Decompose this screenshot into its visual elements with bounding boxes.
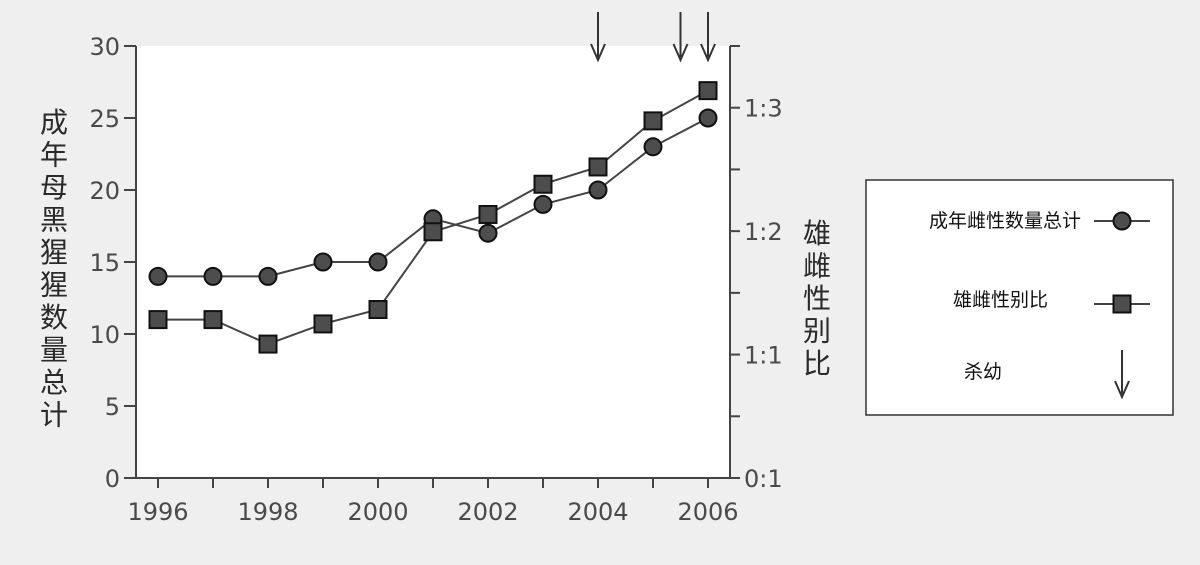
legend-label-infanticide: 杀幼 — [964, 361, 1002, 383]
axis-title-char: 计 — [40, 399, 68, 432]
arrow-head — [1114, 380, 1130, 400]
event-arrow — [672, 12, 689, 63]
plot-area — [136, 46, 730, 478]
axis-title-char: 猩 — [40, 269, 68, 302]
right-tick-label: 1:3 — [744, 95, 783, 123]
data-point-circle — [368, 252, 388, 272]
data-point-circle — [203, 266, 223, 286]
data-point-square — [588, 157, 608, 177]
axis-title-char: 雄 — [803, 217, 831, 250]
axis-title-char: 性 — [803, 282, 831, 315]
right-tick-label: 1:1 — [744, 342, 783, 370]
legend-circle-marker — [1112, 211, 1132, 231]
left-tick-label: 30 — [89, 33, 120, 61]
axis-title-char: 成 — [40, 106, 68, 139]
data-point-circle — [258, 266, 278, 286]
data-point-circle — [698, 108, 718, 128]
axis-title-char: 比 — [803, 347, 831, 380]
right-axis-title: 雄雌性别比 — [803, 217, 831, 380]
data-point-circle — [148, 266, 168, 286]
axis-title-char: 量 — [40, 334, 68, 367]
data-point-square — [313, 314, 333, 334]
data-point-square — [203, 310, 223, 330]
axis-title-char: 总 — [40, 366, 68, 399]
x-tick-label: 1998 — [237, 498, 298, 526]
axis-title-char: 年 — [40, 139, 68, 172]
legend-symbol-square — [1094, 294, 1150, 314]
right-tick-label: 0:1 — [744, 465, 783, 493]
event-arrow — [590, 12, 606, 63]
legend-label-sex-ratio: 雄雌性别比 — [953, 289, 1048, 311]
left-tick-label: 20 — [89, 177, 120, 205]
arrow-head — [672, 43, 689, 63]
arrow-head — [700, 43, 716, 63]
data-point-square — [423, 222, 443, 242]
data-point-square — [368, 300, 388, 320]
data-point-square — [148, 310, 168, 330]
left-tick-label: 5 — [105, 393, 120, 421]
x-tick-label: 1996 — [127, 498, 188, 526]
axis-title-char: 别 — [803, 315, 831, 348]
data-point-square — [533, 174, 553, 194]
data-point-square — [258, 334, 278, 354]
data-point-circle — [313, 252, 333, 272]
arrow-head — [590, 43, 606, 63]
data-point-square — [478, 204, 498, 224]
left-tick-label: 25 — [89, 105, 120, 133]
left-tick-label: 15 — [89, 249, 120, 277]
data-point-square — [698, 81, 718, 101]
data-point-circle — [533, 194, 553, 214]
data-point-circle — [643, 137, 663, 157]
x-tick-label: 2002 — [457, 498, 518, 526]
left-tick-label: 0 — [105, 465, 120, 493]
legend-symbol-arrow — [1114, 350, 1130, 400]
axis-title-char: 猩 — [40, 236, 68, 269]
legend-arrow — [1114, 350, 1130, 400]
x-tick-label: 2000 — [347, 498, 408, 526]
legend-label-females: 成年雌性数量总计 — [929, 210, 1081, 232]
event-arrow — [700, 12, 716, 63]
event-arrows — [590, 12, 716, 63]
legend-square-marker — [1112, 294, 1132, 314]
axis-title-char: 母 — [40, 171, 68, 204]
axis-title-char: 数 — [40, 301, 68, 334]
axis-title-char: 雌 — [803, 250, 831, 283]
left-axis-title: 成年母黑猩猩数量总计 — [40, 106, 68, 432]
series-layer — [148, 81, 718, 354]
legend-symbol-circle — [1094, 211, 1150, 231]
data-point-circle — [588, 180, 608, 200]
x-tick-label: 2004 — [567, 498, 628, 526]
right-tick-label: 1:2 — [744, 218, 783, 246]
data-point-circle — [478, 223, 498, 243]
x-tick-label: 2006 — [677, 498, 738, 526]
axis-title-char: 黑 — [40, 204, 68, 237]
data-point-square — [643, 111, 663, 131]
legend: 成年雌性数量总计 雄雌性别比 杀幼 — [865, 179, 1174, 416]
left-tick-label: 10 — [89, 321, 120, 349]
